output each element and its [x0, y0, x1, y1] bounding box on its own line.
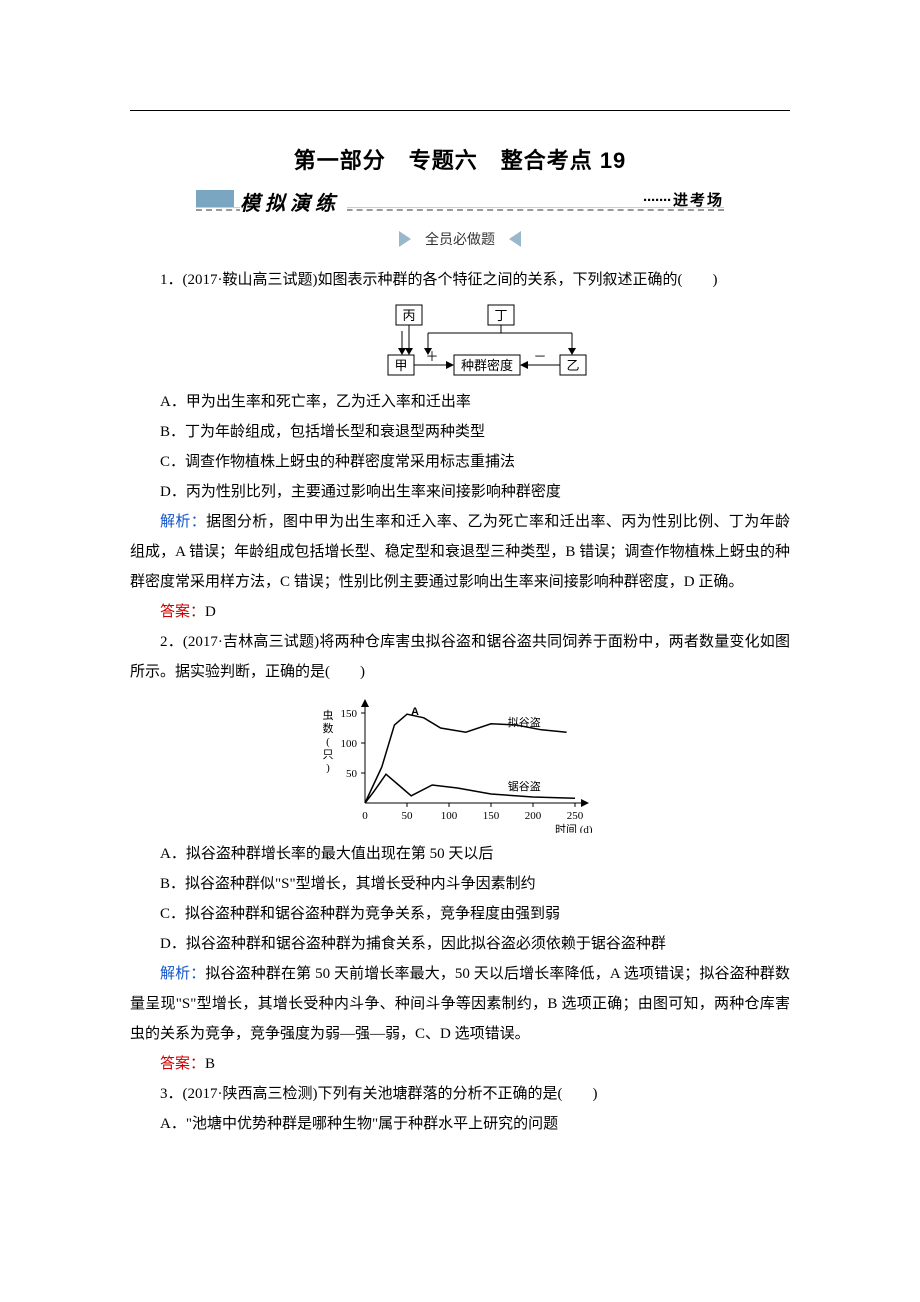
svg-text:0: 0 [362, 810, 368, 822]
q2-stem: 2．(2017·吉林高三试题)将两种仓库害虫拟谷盗和锯谷盗共同饲养于面粉中，两者… [130, 627, 790, 687]
svg-text:200: 200 [525, 810, 542, 822]
diagram1-svg: 丙 丁 甲 种群密度 乙 ＋ [320, 301, 600, 381]
q2-chart: 50 100 150 0 50 100 150 200 250 虫数(只) 时间 (d) A 拟谷盗锯谷… [130, 693, 790, 833]
d1-bing: 丙 [402, 308, 415, 323]
q1-analysis: 解析：据图分析，图中甲为出生率和迁入率、乙为死亡率和迁出率、丙为性别比例、丁为年… [130, 507, 790, 597]
d1-plus: ＋ [425, 349, 438, 364]
q2-opt-a: A．拟谷盗种群增长率的最大值出现在第 50 天以后 [130, 839, 790, 869]
d1-center: 种群密度 [461, 358, 513, 373]
banner-right: 进考场 [637, 189, 724, 210]
svg-text:50: 50 [402, 810, 414, 822]
q1-answer-label: 答案： [160, 604, 205, 620]
q3-opt-a: A．"池塘中优势种群是哪种生物"属于种群水平上研究的问题 [130, 1109, 790, 1139]
svg-text:150: 150 [341, 708, 358, 720]
svg-text:100: 100 [341, 738, 358, 750]
q2-answer: 答案：B [130, 1049, 790, 1079]
svg-text:100: 100 [441, 810, 458, 822]
q1-analysis-text: 据图分析，图中甲为出生率和迁入率、乙为死亡率和迁出率、丙为性别比例、丁为年龄组成… [130, 514, 790, 590]
svg-text:拟谷盗: 拟谷盗 [508, 715, 541, 729]
svg-text:虫: 虫 [323, 709, 334, 722]
q1-stem: 1．(2017·鞍山高三试题)如图表示种群的各个特征之间的关系，下列叙述正确的(… [130, 265, 790, 295]
d1-jia: 甲 [394, 358, 407, 373]
page-title: 第一部分 专题六 整合考点 19 [130, 143, 790, 175]
svg-text:时间 (d): 时间 (d) [555, 823, 593, 833]
svg-text:50: 50 [346, 768, 358, 780]
q1-opt-d: D．丙为性别比列，主要通过影响出生率来间接影响种群密度 [130, 477, 790, 507]
d1-yi: 乙 [566, 358, 579, 373]
svg-text:(: ( [326, 736, 330, 748]
svg-text:A: A [411, 706, 419, 718]
q1-answer: 答案：D [130, 597, 790, 627]
q2-analysis: 解析：拟谷盗种群在第 50 天前增长率最大，50 天以后增长率降低，A 选项错误… [130, 959, 790, 1049]
section-tag-label: 全员必做题 [399, 227, 521, 251]
svg-text:锯谷盗: 锯谷盗 [508, 779, 541, 793]
section-tag: 全员必做题 [130, 227, 790, 251]
q1-opt-b: B．丁为年龄组成，包括增长型和衰退型两种类型 [130, 417, 790, 447]
q2-analysis-text: 拟谷盗种群在第 50 天前增长率最大，50 天以后增长率降低，A 选项错误；拟谷… [130, 966, 790, 1042]
q2-opt-c: C．拟谷盗种群和锯谷盗种群为竞争关系，竞争程度由强到弱 [130, 899, 790, 929]
q2-analysis-label: 解析： [160, 966, 205, 982]
top-rule [130, 110, 790, 111]
q2-answer-label: 答案： [160, 1056, 205, 1072]
svg-text:250: 250 [567, 810, 584, 822]
q1-opt-c: C．调查作物植株上蚜虫的种群密度常采用标志重捕法 [130, 447, 790, 477]
q2-opt-b: B．拟谷盗种群似"S"型增长，其增长受种内斗争因素制约 [130, 869, 790, 899]
q1-diagram: 丙 丁 甲 种群密度 乙 ＋ [130, 301, 790, 381]
svg-text:数: 数 [323, 722, 334, 735]
q2-opt-d: D．拟谷盗种群和锯谷盗种群为捕食关系，因此拟谷盗必须依赖于锯谷盗种群 [130, 929, 790, 959]
q1-analysis-label: 解析： [160, 514, 206, 530]
q2-answer-text: B [205, 1056, 215, 1072]
chart2-svg: 50 100 150 0 50 100 150 200 250 虫数(只) 时间 (d) A 拟谷盗锯谷… [310, 693, 610, 833]
svg-text:): ) [326, 762, 330, 774]
q1-answer-text: D [205, 604, 216, 620]
svg-text:150: 150 [483, 810, 500, 822]
banner-label: 模 拟 演 练 [240, 187, 347, 216]
svg-text:只: 只 [323, 749, 334, 761]
d1-ding: 丁 [494, 308, 507, 323]
q1-opt-a: A．甲为出生率和死亡率，乙为迁入率和迁出率 [130, 387, 790, 417]
banner: 模 拟 演 练 进考场 [196, 187, 724, 213]
q3-stem: 3．(2017·陕西高三检测)下列有关池塘群落的分析不正确的是( ) [130, 1079, 790, 1109]
d1-minus: － [533, 349, 546, 364]
banner-block [196, 190, 234, 208]
